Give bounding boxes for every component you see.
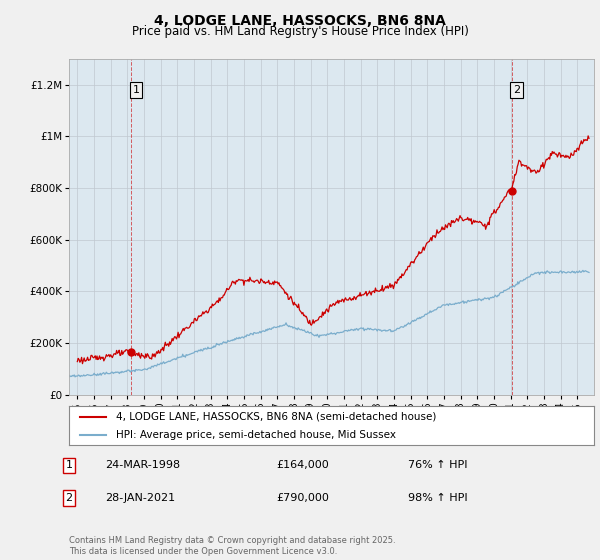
Text: 24-MAR-1998: 24-MAR-1998: [105, 460, 180, 470]
Text: 2: 2: [65, 493, 73, 503]
Text: Contains HM Land Registry data © Crown copyright and database right 2025.
This d: Contains HM Land Registry data © Crown c…: [69, 536, 395, 556]
Text: 28-JAN-2021: 28-JAN-2021: [105, 493, 175, 503]
Text: 2: 2: [513, 85, 520, 95]
Text: Price paid vs. HM Land Registry's House Price Index (HPI): Price paid vs. HM Land Registry's House …: [131, 25, 469, 38]
Text: HPI: Average price, semi-detached house, Mid Sussex: HPI: Average price, semi-detached house,…: [116, 430, 396, 440]
Text: 1: 1: [65, 460, 73, 470]
Text: 4, LODGE LANE, HASSOCKS, BN6 8NA: 4, LODGE LANE, HASSOCKS, BN6 8NA: [154, 14, 446, 28]
Text: £164,000: £164,000: [276, 460, 329, 470]
Text: 1: 1: [133, 85, 139, 95]
Text: 4, LODGE LANE, HASSOCKS, BN6 8NA (semi-detached house): 4, LODGE LANE, HASSOCKS, BN6 8NA (semi-d…: [116, 412, 437, 422]
Text: 98% ↑ HPI: 98% ↑ HPI: [408, 493, 467, 503]
Text: 76% ↑ HPI: 76% ↑ HPI: [408, 460, 467, 470]
Text: £790,000: £790,000: [276, 493, 329, 503]
